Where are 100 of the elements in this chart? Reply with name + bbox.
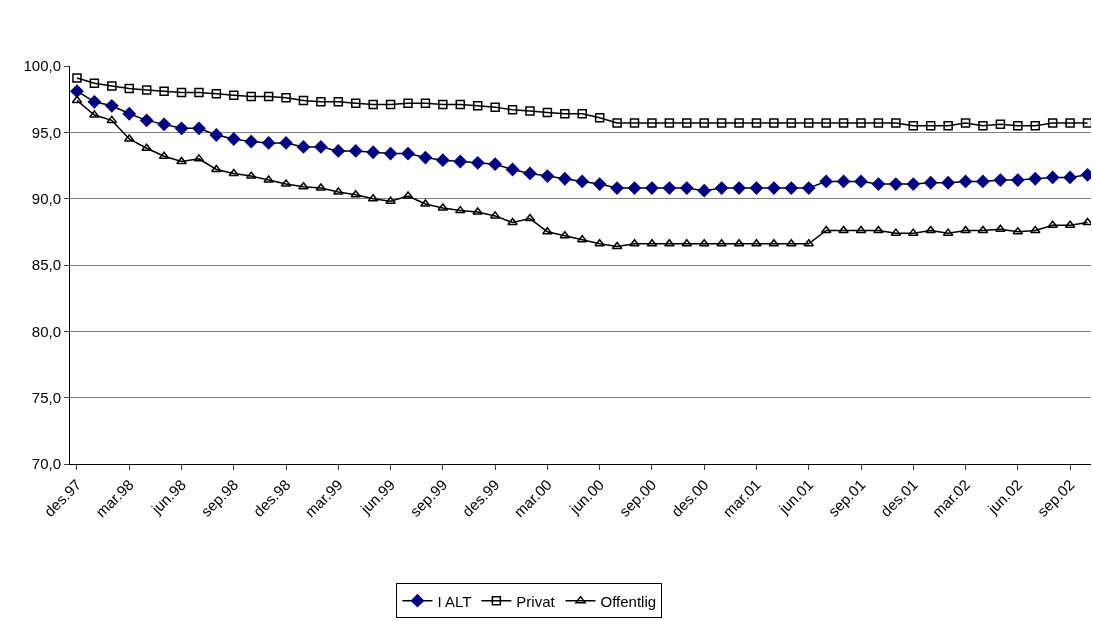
point xyxy=(558,172,572,186)
point xyxy=(873,118,884,128)
y-tick-label: 70,0 xyxy=(31,455,61,473)
point xyxy=(941,176,955,190)
point xyxy=(401,146,415,161)
point xyxy=(1046,170,1060,185)
point xyxy=(1028,172,1042,186)
point xyxy=(786,118,797,128)
point xyxy=(71,95,83,104)
point xyxy=(958,174,973,189)
point xyxy=(383,146,398,161)
point xyxy=(995,119,1006,130)
point xyxy=(924,176,938,190)
point xyxy=(488,157,502,171)
point xyxy=(228,168,240,177)
point xyxy=(854,174,868,189)
point xyxy=(1030,120,1040,131)
point xyxy=(769,118,779,128)
point xyxy=(871,177,886,191)
point xyxy=(889,177,903,191)
point xyxy=(403,98,413,108)
point xyxy=(192,121,206,135)
point xyxy=(281,93,291,103)
point xyxy=(333,97,344,107)
point xyxy=(1013,120,1023,131)
point xyxy=(263,91,274,102)
point xyxy=(749,181,764,195)
point xyxy=(612,118,622,128)
point xyxy=(856,118,866,128)
point xyxy=(1063,170,1077,185)
point xyxy=(575,174,589,189)
point xyxy=(542,107,553,118)
point xyxy=(734,118,744,128)
point xyxy=(716,118,727,128)
point xyxy=(838,118,849,128)
point xyxy=(594,112,605,123)
point xyxy=(349,144,363,158)
point xyxy=(209,128,223,142)
point xyxy=(438,99,448,110)
y-tick-label: 100,0 xyxy=(23,57,61,75)
point xyxy=(418,150,433,165)
point xyxy=(751,118,762,128)
point xyxy=(194,87,204,98)
point xyxy=(836,174,851,189)
point xyxy=(279,136,293,150)
point xyxy=(820,225,832,234)
point xyxy=(227,132,241,146)
point xyxy=(976,174,990,189)
point xyxy=(507,217,518,226)
point xyxy=(819,174,833,189)
point xyxy=(524,213,536,222)
point xyxy=(925,225,937,234)
point xyxy=(1011,173,1025,187)
point xyxy=(176,87,187,98)
point xyxy=(664,118,675,128)
point xyxy=(1065,118,1075,128)
point xyxy=(1029,225,1041,234)
point xyxy=(331,144,345,158)
point xyxy=(89,110,100,118)
point xyxy=(784,181,798,195)
point xyxy=(838,225,849,234)
y-tick-label: 90,0 xyxy=(31,189,61,207)
point xyxy=(821,118,831,128)
point xyxy=(89,78,100,88)
point xyxy=(960,225,971,234)
point xyxy=(803,118,814,128)
point xyxy=(891,118,901,128)
point xyxy=(647,118,657,128)
point xyxy=(122,107,136,121)
point xyxy=(211,89,222,99)
point xyxy=(560,109,570,119)
point xyxy=(72,73,82,83)
point xyxy=(943,120,953,131)
point xyxy=(802,181,816,195)
point xyxy=(453,154,467,169)
point xyxy=(593,177,607,191)
point xyxy=(715,181,729,195)
y-tick-label: 85,0 xyxy=(31,256,61,274)
point xyxy=(697,184,711,198)
point xyxy=(523,166,537,181)
point xyxy=(350,98,361,108)
point xyxy=(244,135,258,149)
y-tick-label: 75,0 xyxy=(31,388,61,406)
point xyxy=(140,113,154,127)
point xyxy=(176,156,187,165)
point xyxy=(70,84,84,98)
point xyxy=(716,239,727,247)
point xyxy=(680,181,694,195)
point xyxy=(960,118,971,128)
point xyxy=(159,86,169,96)
point xyxy=(436,153,450,167)
point xyxy=(873,225,884,234)
point xyxy=(855,225,867,234)
point xyxy=(505,162,520,177)
point xyxy=(455,99,466,110)
point xyxy=(662,181,676,195)
point xyxy=(298,95,309,106)
y-tick-label: 80,0 xyxy=(31,322,61,340)
point xyxy=(645,181,659,195)
point xyxy=(385,196,396,205)
